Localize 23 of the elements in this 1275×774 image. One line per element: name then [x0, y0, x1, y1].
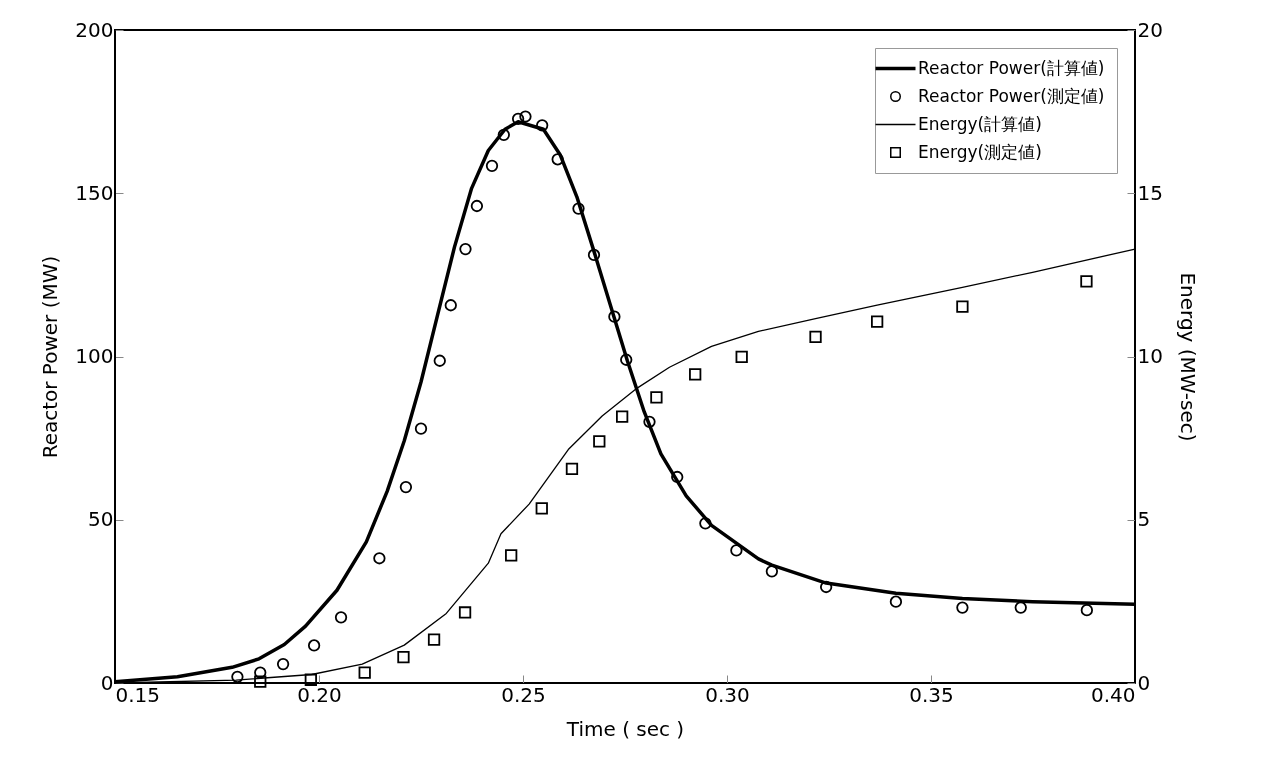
- y2-axis-title: Energy (MW-sec): [1175, 272, 1200, 442]
- y-tick-label: 100: [75, 344, 114, 368]
- x-tick-label: 0.25: [501, 682, 546, 707]
- y-tick-label: 150: [75, 180, 114, 205]
- x-tick-label: 0.30: [705, 682, 750, 707]
- x-tick-label: 0.35: [909, 682, 954, 707]
- y-tick-label: 50: [88, 507, 114, 532]
- legend-label: Energy(計算値): [918, 113, 1042, 134]
- legend-label: Energy(測定値): [918, 141, 1042, 162]
- x-tick-label: 0.20: [297, 682, 342, 707]
- x-tick-label: 0.15: [115, 682, 161, 707]
- y2-tick-label: 15: [1137, 180, 1163, 205]
- legend-label: Reactor Power(測定値): [918, 85, 1105, 106]
- legend-label: Reactor Power(計算値): [918, 57, 1105, 78]
- x-axis-title: Time ( sec ): [565, 716, 685, 741]
- y-tick-label: 200: [75, 17, 114, 42]
- x-tick-label: 0.40: [1090, 682, 1136, 707]
- y2-tick-label: 20: [1137, 17, 1163, 42]
- y2-tick-label: 5: [1137, 507, 1151, 532]
- y2-tick-label: 0: [1137, 670, 1151, 695]
- y2-tick-label: 10: [1137, 344, 1163, 368]
- y-tick-label: 0: [100, 670, 114, 695]
- y-axis-title: Reactor Power (MW): [38, 255, 63, 459]
